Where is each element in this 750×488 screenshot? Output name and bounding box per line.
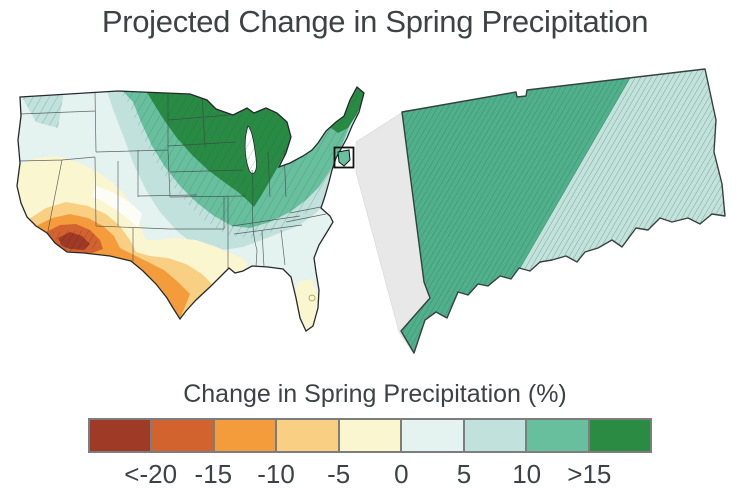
- legend-swatch: [90, 420, 153, 451]
- legend-tick-labels: <-20 -15 -10 -5 0 5 10 >15: [0, 459, 750, 488]
- region-zero-band: [92, 186, 142, 228]
- legend-swatch: [464, 420, 528, 451]
- legend-title: Change in Spring Precipitation (%): [183, 380, 567, 408]
- legend-tick: 5: [456, 459, 472, 488]
- legend-tick: -15: [194, 459, 233, 488]
- hatch-overlay-southwest: [52, 230, 100, 252]
- inset-hatch-overlay: [401, 69, 725, 353]
- legend-tick: <-20: [124, 459, 178, 488]
- legend-swatch: [527, 420, 590, 451]
- legend-color-bar: [88, 418, 652, 453]
- legend-swatch: [277, 420, 340, 451]
- connecticut-inset: [400, 68, 726, 354]
- inset-highlight-box: [333, 146, 355, 169]
- florida-contour-ring: [308, 294, 316, 302]
- legend-tick: -5: [327, 459, 351, 488]
- us-map: [16, 85, 365, 332]
- legend-tick: >15: [567, 459, 612, 488]
- legend-swatch: [402, 420, 465, 451]
- page-title: Projected Change in Spring Precipitation: [101, 4, 649, 39]
- hatch-overlay-northwest: [19, 91, 64, 128]
- legend-swatch: [152, 420, 215, 451]
- legend-swatch: [214, 420, 278, 451]
- legend-tick: 10: [512, 459, 542, 488]
- us-outline: [16, 85, 365, 332]
- connecticut-outline: [400, 68, 726, 354]
- legend-tick: -10: [257, 459, 295, 488]
- legend-tick: 0: [394, 459, 409, 488]
- region-florida-yellow: [295, 279, 318, 330]
- connecticut-small: [337, 149, 351, 167]
- legend-swatch: [339, 420, 403, 451]
- legend-swatch: [589, 420, 650, 451]
